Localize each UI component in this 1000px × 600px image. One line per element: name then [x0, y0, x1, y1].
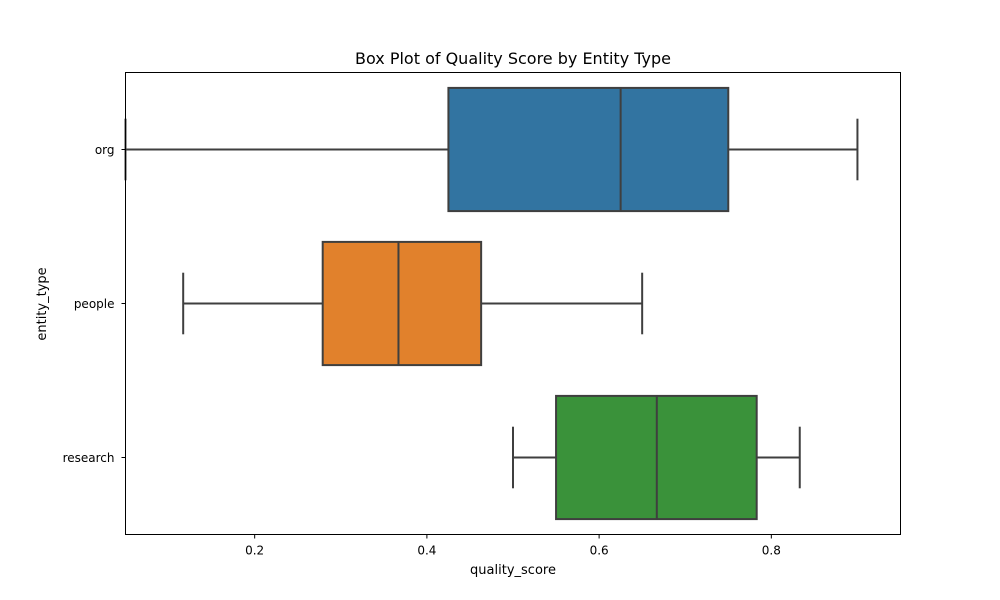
- x-tick-label: 0.4: [417, 544, 436, 558]
- y-tick-label: research: [63, 451, 115, 465]
- box-org: [447, 86, 730, 213]
- box-people: [321, 240, 483, 367]
- box-group-research: [512, 394, 801, 521]
- chart-title: Box Plot of Quality Score by Entity Type: [355, 49, 671, 68]
- x-axis-ticks: 0.2 0.4 0.6 0.8: [245, 534, 781, 558]
- y-tick-label: org: [95, 143, 115, 157]
- x-axis-label: quality_score: [470, 563, 556, 578]
- boxes-layer: [124, 86, 859, 521]
- box-group-people: [182, 240, 644, 367]
- x-tick-label: 0.2: [245, 544, 264, 558]
- y-axis-label: entity_type: [35, 267, 50, 340]
- x-tick-label: 0.6: [590, 544, 609, 558]
- y-axis-ticks: org people research: [63, 143, 126, 465]
- x-tick-label: 0.8: [762, 544, 781, 558]
- y-tick-label: people: [74, 297, 115, 311]
